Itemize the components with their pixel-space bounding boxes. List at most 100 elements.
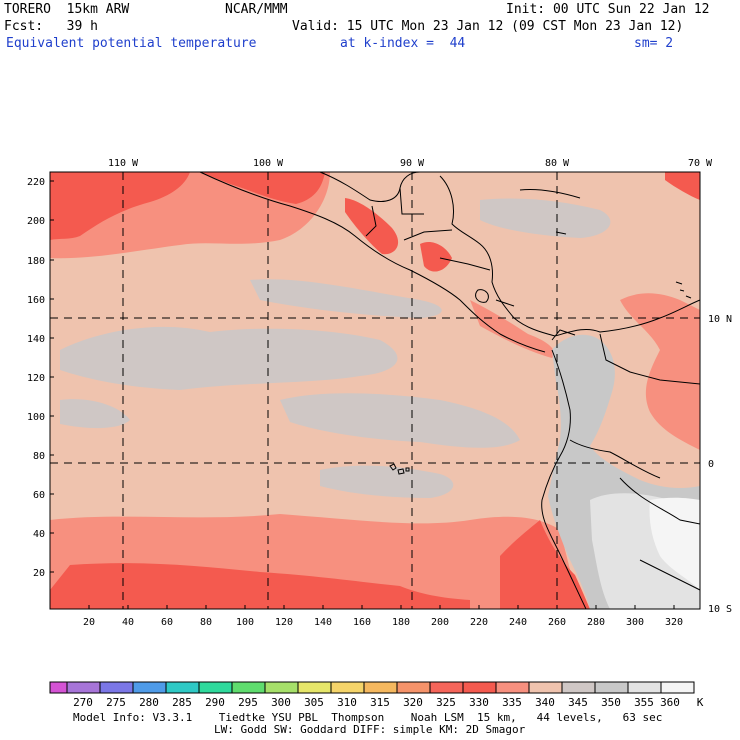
x-tick-260: 260 xyxy=(548,617,566,628)
border-colombia-venezuela xyxy=(599,333,701,385)
border-honduras xyxy=(403,229,453,241)
y-tick-140: 140 xyxy=(27,334,45,345)
lon-label-100w: 100 W xyxy=(253,158,284,169)
colorbar-swatch-11 xyxy=(364,682,397,693)
x-tick-140: 140 xyxy=(314,617,332,628)
valid-time: Valid: 15 UTC Mon 23 Jan 12 (09 CST Mon … xyxy=(292,19,684,34)
lon-label-70w: 70 W xyxy=(688,158,713,169)
y-tick-100: 100 xyxy=(27,412,45,423)
lon-label-80w: 80 W xyxy=(545,158,570,169)
cool-patch-3 xyxy=(280,393,520,448)
colorbar-swatch-1 xyxy=(50,682,67,693)
x-tick-80: 80 xyxy=(200,617,212,628)
warm-band-330-peru xyxy=(500,520,590,609)
colorbar-swatch-10 xyxy=(331,682,364,693)
cool-patch-5 xyxy=(60,399,130,429)
y-tick-20: 20 xyxy=(33,568,45,579)
warm-area-costarica-335 xyxy=(470,300,555,358)
colorbar: 270 275 280 285 290 295 300 305 310 315 … xyxy=(49,681,704,709)
colorbar-swatch-6 xyxy=(199,682,232,693)
y-tick-160: 160 xyxy=(27,295,45,306)
field-name: Equivalent potential temperature xyxy=(6,36,257,51)
colorbar-swatch-5 xyxy=(166,682,199,693)
model-info-line2: LW: Godd SW: Goddard DIFF: simple KM: 2D… xyxy=(214,723,526,736)
border-belize xyxy=(399,187,424,215)
colorbar-swatch-15 xyxy=(496,682,529,693)
cool-patch-1 xyxy=(60,326,398,390)
y-tick-220: 220 xyxy=(27,177,45,188)
lake-nicaragua xyxy=(475,289,489,303)
colorbar-label-315: 315 xyxy=(370,696,390,709)
lon-label-110w: 110 W xyxy=(108,158,139,169)
colorbar-label-305: 305 xyxy=(304,696,324,709)
cool-patch-2 xyxy=(250,279,442,318)
coastlines xyxy=(199,171,701,610)
warm-area-honduras-330 xyxy=(420,241,452,272)
x-tick-320: 320 xyxy=(665,617,683,628)
y-tick-80: 80 xyxy=(33,451,45,462)
warm-area-nw-330 xyxy=(50,172,190,240)
colorbar-label-360: 360 xyxy=(660,696,680,709)
galapagos xyxy=(389,463,410,475)
x-tick-20: 20 xyxy=(83,617,95,628)
x-tick-100: 100 xyxy=(236,617,254,628)
y-tick-40: 40 xyxy=(33,529,45,540)
y-tick-120: 120 xyxy=(27,373,45,384)
graticule xyxy=(50,172,700,609)
x-tick-240: 240 xyxy=(509,617,527,628)
smoothing-label: sm= 2 xyxy=(634,36,674,51)
colorbar-swatch-8 xyxy=(265,682,298,693)
forecast-hour: Fcst: 39 h xyxy=(4,19,98,34)
warm-area-guatemala-330 xyxy=(345,198,399,255)
colorbar-label-280: 280 xyxy=(139,696,159,709)
colorbar-label-300: 300 xyxy=(271,696,291,709)
colorbar-swatch-17 xyxy=(562,682,595,693)
colorbar-label-290: 290 xyxy=(205,696,225,709)
colorbar-swatch-9 xyxy=(298,682,331,693)
colorbar-label-345: 345 xyxy=(568,696,588,709)
colorbar-swatch-13 xyxy=(430,682,463,693)
x-tick-300: 300 xyxy=(626,617,644,628)
border-colombia-ecuador xyxy=(569,439,661,479)
colorbar-label-270: 270 xyxy=(73,696,93,709)
warm-area-mexico-330 xyxy=(200,172,325,204)
border-panama xyxy=(551,329,576,341)
x-ticks xyxy=(88,605,675,609)
colorbar-swatch-20 xyxy=(661,682,694,693)
colorbar-swatch-12 xyxy=(397,682,430,693)
coastline-pacific-sa xyxy=(541,349,587,610)
y-ticks xyxy=(50,180,54,573)
colorbar-label-275: 275 xyxy=(106,696,126,709)
x-tick-160: 160 xyxy=(353,617,371,628)
center-label: NCAR/MMM xyxy=(225,2,288,17)
border-costarica xyxy=(495,299,515,307)
colorbar-swatch-16 xyxy=(529,682,562,693)
cool-patch-4 xyxy=(320,465,454,498)
x-tick-200: 200 xyxy=(431,617,449,628)
colorbar-swatch-19 xyxy=(628,682,661,693)
x-tick-40: 40 xyxy=(122,617,134,628)
level-label: at k-index = 44 xyxy=(340,36,466,51)
lat-label-10n: 10 N xyxy=(708,314,732,325)
colorbar-swatch-7 xyxy=(232,682,265,693)
colorbar-swatch-2 xyxy=(67,682,100,693)
colorbar-label-310: 310 xyxy=(337,696,357,709)
x-tick-280: 280 xyxy=(587,617,605,628)
colorbar-label-330: 330 xyxy=(469,696,489,709)
border-guatemala xyxy=(365,205,377,237)
colorbar-swatch-4 xyxy=(133,682,166,693)
colorbar-unit: K xyxy=(697,696,704,709)
x-tick-60: 60 xyxy=(161,617,173,628)
init-time: Init: 00 UTC Sun 22 Jan 12 xyxy=(506,2,710,17)
colorbar-label-325: 325 xyxy=(436,696,456,709)
colorbar-label-295: 295 xyxy=(238,696,258,709)
cool-patch-6 xyxy=(480,198,611,238)
warm-area-ne-335 xyxy=(620,293,700,450)
lat-label-0: 0 xyxy=(708,459,714,470)
colorbar-label-285: 285 xyxy=(172,696,192,709)
colorbar-label-350: 350 xyxy=(601,696,621,709)
model-info-line1: Model Info: V3.3.1 Tiedtke YSU PBL Thomp… xyxy=(73,711,663,724)
colorbar-label-335: 335 xyxy=(502,696,522,709)
cuba-jamaica xyxy=(519,189,581,235)
